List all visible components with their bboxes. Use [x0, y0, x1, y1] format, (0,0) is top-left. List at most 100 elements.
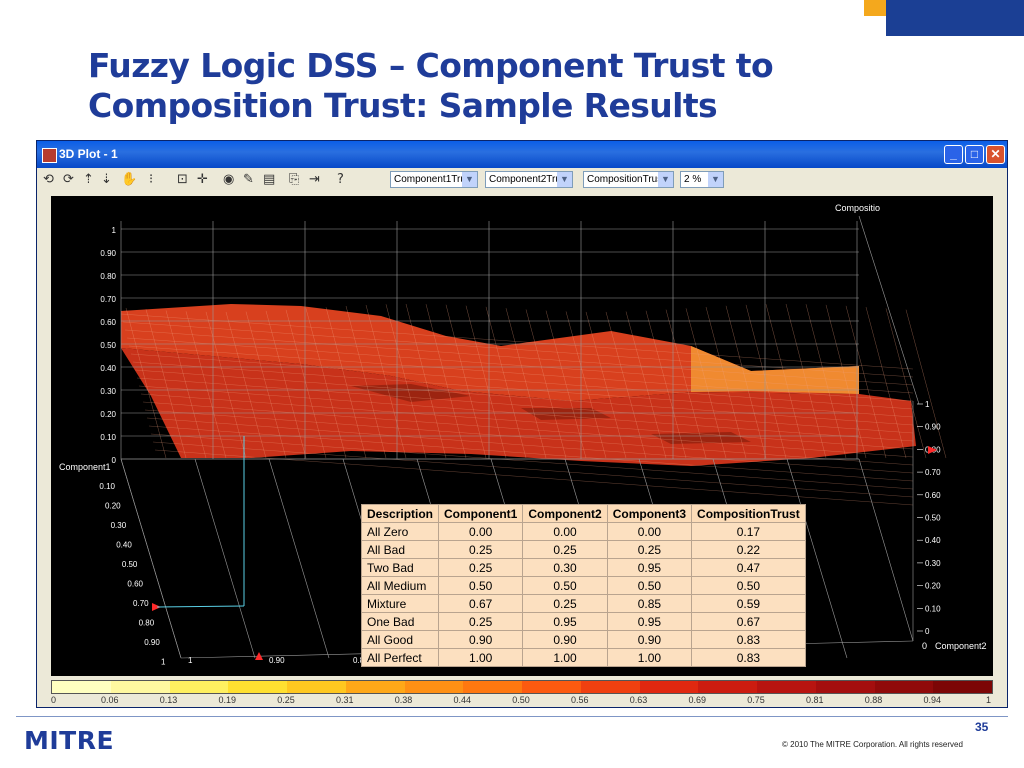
- step-icon[interactable]: ⇥: [309, 172, 320, 187]
- color-scale-swatch: [287, 681, 346, 693]
- color-scale-label: 0.44: [453, 695, 472, 705]
- mesh-line: [505, 308, 547, 459]
- table-row: All Zero 0.00 0.00 0.00 0.17: [360, 522, 806, 541]
- step-dropdown[interactable]: 2 % ▼: [680, 171, 724, 188]
- header-composition-trust: CompositionTrust: [691, 504, 806, 523]
- right-z-tick-label: 0.20: [925, 582, 941, 591]
- mesh-line: [138, 385, 914, 442]
- palette-icon[interactable]: ◉: [223, 172, 235, 187]
- component2-zero-label: 0: [922, 641, 927, 651]
- cell-component2: 0.00: [522, 522, 608, 541]
- footer-divider: [16, 716, 1008, 717]
- surface-shadow: [651, 432, 751, 444]
- cell-description: All Perfect: [360, 648, 440, 667]
- mesh-line: [445, 304, 487, 459]
- help-icon[interactable]: ?: [337, 172, 344, 187]
- color-scale-swatch: [463, 681, 522, 693]
- mesh-line: [585, 311, 627, 459]
- mesh-line: [130, 353, 914, 410]
- mesh-line: [136, 377, 914, 434]
- right-z-ticks: 10.900.800.700.600.500.400.300.200.100: [917, 400, 941, 636]
- copy-icon[interactable]: ⎘: [289, 172, 300, 187]
- brush-icon[interactable]: ✎: [243, 172, 254, 187]
- cell-component2: 0.95: [522, 612, 608, 631]
- cell-component3: 0.90: [606, 630, 693, 649]
- left-z-tick-label: 0.10: [100, 433, 116, 442]
- table-row: All Good 0.90 0.90 0.90 0.83: [360, 630, 806, 649]
- component1-tick-label: 0.70: [133, 599, 149, 608]
- chevron-down-icon: ▼: [557, 172, 572, 187]
- tilt-down-icon[interactable]: ⇣: [101, 172, 112, 187]
- tilt-up-icon[interactable]: ⇡: [83, 172, 94, 187]
- left-z-tick-label: 0.20: [100, 410, 116, 419]
- z-axis-dropdown[interactable]: CompositionTrust ▼: [583, 171, 674, 188]
- floor-line: [120, 458, 182, 659]
- mesh-line: [465, 305, 507, 459]
- x-axis-dropdown-value: Component1Trus: [394, 174, 471, 185]
- hand-pan-icon[interactable]: ✋: [121, 172, 138, 187]
- copyright-text: © 2010 The MITRE Corporation. All rights…: [782, 740, 963, 749]
- app-icon: [42, 148, 57, 163]
- plot-canvas[interactable]: Compositio 1 0.90 0.80 0.70 0.60 0.50 0.40 0.30…: [51, 196, 993, 676]
- color-scale-swatch: [698, 681, 757, 693]
- close-button[interactable]: ✕: [986, 145, 1005, 164]
- marker-arrow-bottom: [255, 652, 263, 660]
- color-scale-swatch: [933, 681, 992, 693]
- cell-component1: 0.67: [438, 594, 524, 613]
- mesh-line: [152, 441, 914, 498]
- cell-composition-trust: 0.22: [691, 540, 806, 559]
- crosshair-icon[interactable]: ✛: [197, 172, 208, 187]
- frame-edge: [858, 458, 914, 642]
- cell-component1: 0.25: [438, 558, 524, 577]
- slide-title-line1: Fuzzy Logic DSS – Component Trust to: [88, 46, 774, 85]
- toolbar: ⟲ ⟳ ⇡ ⇣ ✋ ⁝ ⊡ ✛ ◉ ✎ ▤ ⎘ ⇥ ? Component1Tr…: [37, 168, 1007, 192]
- bottom-tick-label: 1: [188, 656, 193, 665]
- cell-component1: 1.00: [438, 648, 524, 667]
- mesh-line: [145, 309, 187, 459]
- color-scale-swatch: [228, 681, 287, 693]
- right-z-tick-label: 0.10: [925, 604, 941, 613]
- mesh-line: [126, 337, 914, 394]
- cell-description: All Bad: [360, 540, 440, 559]
- y-axis-dropdown[interactable]: Component2Trus ▼: [485, 171, 573, 188]
- mesh-line: [625, 311, 667, 459]
- chevron-down-icon: ▼: [708, 172, 723, 187]
- x-axis-dropdown[interactable]: Component1Trus ▼: [390, 171, 478, 188]
- color-scale-label: 0.63: [629, 695, 648, 705]
- slide-title-line2: Composition Trust: Sample Results: [88, 86, 718, 125]
- cell-component3: 0.95: [606, 558, 693, 577]
- zoom-fit-icon[interactable]: ⊡: [177, 172, 188, 187]
- mesh-line: [565, 311, 607, 459]
- axis-scale-icon[interactable]: ⁝: [149, 172, 154, 187]
- chevron-down-icon: ▼: [658, 172, 673, 187]
- mesh-line: [785, 303, 827, 459]
- export-icon[interactable]: ▤: [263, 172, 276, 187]
- color-scale-label: 0.13: [159, 695, 178, 705]
- color-scale-swatch: [639, 681, 699, 693]
- mesh-line: [120, 313, 914, 370]
- component1-axis-title: Component1: [59, 462, 111, 472]
- color-scale-label: 0.25: [277, 695, 295, 705]
- color-scale-label: 0.19: [218, 695, 237, 705]
- header-component1: Component1: [438, 504, 524, 523]
- mesh-line: [128, 345, 914, 402]
- cell-component2: 0.90: [522, 630, 608, 649]
- left-z-tick-label: 0.50: [100, 341, 116, 350]
- rotate-left-icon[interactable]: ⟲: [43, 172, 54, 187]
- page-number: 35: [975, 720, 989, 734]
- table-row: All Medium 0.50 0.50 0.50 0.50: [360, 576, 806, 595]
- color-scale-swatch: [580, 681, 640, 693]
- window-titlebar[interactable]: 3D Plot - 1 _ □ ✕: [37, 141, 1007, 168]
- cell-component3: 0.00: [606, 522, 693, 541]
- surface-shadow: [521, 408, 611, 420]
- mesh-line: [132, 361, 914, 418]
- left-z-tick-label: 0.80: [100, 272, 116, 281]
- mesh-line: [405, 303, 447, 459]
- left-z-ticks: 1 0.90 0.80 0.70 0.60 0.50 0.40 0.30 0.20 0.10 0: [100, 226, 116, 465]
- maximize-button[interactable]: □: [965, 145, 984, 164]
- minimize-button[interactable]: _: [944, 145, 963, 164]
- rotate-right-icon[interactable]: ⟳: [63, 172, 74, 187]
- floor-line: [786, 458, 848, 659]
- right-z-tick-label: 0.60: [925, 491, 941, 500]
- mesh-line: [545, 310, 587, 459]
